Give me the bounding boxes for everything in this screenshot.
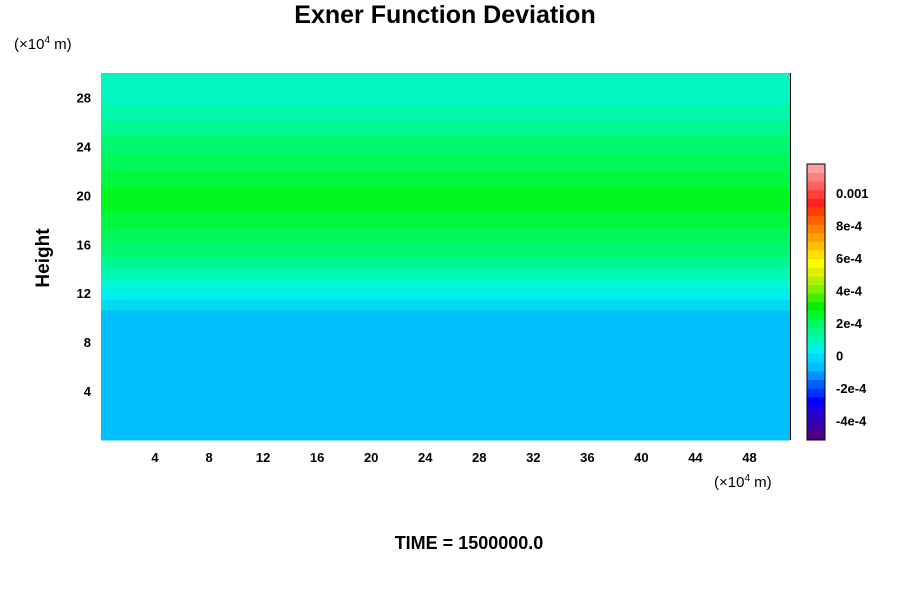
colorbar-label: 2e-4	[836, 316, 863, 331]
colorbar-swatch	[807, 310, 825, 320]
colorbar-swatch	[807, 414, 825, 424]
x-tick-label: 36	[580, 450, 594, 465]
colorbar-border	[806, 163, 826, 441]
colorbar-swatch	[807, 293, 825, 303]
colorbar-swatch	[807, 422, 825, 432]
contour-band	[101, 299, 790, 311]
colorbar-label: -2e-4	[836, 381, 867, 396]
colorbar-swatch	[807, 302, 825, 311]
contour-band	[101, 104, 790, 122]
y-tick-label: 4	[84, 384, 92, 399]
colorbar-swatch	[807, 250, 825, 260]
colorbar-swatch	[807, 396, 825, 406]
x-tick-label: 44	[688, 450, 703, 465]
contour-band	[101, 135, 790, 154]
contour-band	[101, 267, 790, 280]
y-tick-label: 8	[84, 335, 91, 350]
colorbar-swatch	[807, 241, 825, 251]
x-tick-label: 12	[256, 450, 270, 465]
colorbar-swatch	[807, 267, 825, 277]
colorbar-swatch	[807, 345, 825, 355]
colorbar-label: 0.001	[836, 186, 869, 201]
x-tick-label: 24	[418, 450, 433, 465]
colorbar-swatch	[807, 405, 825, 415]
y-axis-label: Height	[33, 228, 54, 288]
colorbar-swatch	[807, 336, 825, 346]
x-tick-label: 48	[742, 450, 756, 465]
colorbar-label: 4e-4	[836, 284, 863, 299]
colorbar-swatch	[807, 224, 825, 234]
colorbar-swatch	[807, 164, 825, 173]
plot-area	[101, 73, 791, 441]
contour-band	[101, 73, 790, 106]
contour-band	[101, 120, 790, 136]
colorbar-swatch	[807, 189, 825, 199]
x-axis-unit: (×104 m)	[714, 473, 772, 491]
colorbar-swatch	[807, 388, 825, 398]
x-tick-label: 4	[151, 450, 159, 465]
contour-band	[101, 228, 790, 244]
contour-band	[101, 310, 790, 441]
x-tick-label: 20	[364, 450, 378, 465]
chart-title: Exner Function Deviation	[294, 1, 595, 29]
y-tick-label: 20	[77, 188, 91, 203]
y-axis-unit: (×104 m)	[14, 35, 72, 53]
colorbar-swatch	[807, 371, 825, 380]
contour-band	[101, 185, 790, 213]
colorbar-labels: 0.001 8e-4 6e-4 4e-4 2e-4 0 -2e-4 -4e-4	[836, 186, 869, 428]
colorbar-swatch	[807, 362, 825, 372]
x-tick-label: 8	[205, 450, 212, 465]
contour-band	[101, 152, 790, 171]
y-tick-label: 28	[77, 90, 91, 105]
contour-band	[101, 289, 790, 300]
colorbar-swatch	[807, 353, 825, 363]
colorbar-swatch	[807, 258, 825, 268]
colorbar-swatch	[807, 207, 825, 217]
colorbar-label: 0	[836, 349, 843, 364]
colorbar-label: 8e-4	[836, 219, 863, 234]
colorbar-swatch	[807, 379, 825, 389]
colorbar	[806, 163, 826, 441]
contour-band	[101, 169, 790, 187]
colorbar-swatch	[807, 276, 825, 286]
x-tick-label: 40	[634, 450, 648, 465]
x-tick-label: 32	[526, 450, 540, 465]
time-label: TIME = 1500000.0	[395, 533, 544, 553]
x-tick-label: 28	[472, 450, 486, 465]
colorbar-swatch	[807, 181, 825, 191]
colorbar-label: -4e-4	[836, 414, 867, 429]
colorbar-swatch	[807, 198, 825, 208]
x-axis-ticks: 4 8 12 16 20 24 28 32 36 40 44 48	[151, 450, 756, 465]
contour-band	[101, 243, 790, 257]
contour-band	[101, 278, 790, 291]
colorbar-swatch	[807, 319, 825, 329]
colorbar-swatch	[807, 327, 825, 337]
y-axis-ticks: 4 8 12 16 20 24 28	[77, 90, 92, 399]
contour-band	[101, 212, 790, 229]
colorbar-swatch	[807, 284, 825, 294]
x-tick-label: 16	[310, 450, 324, 465]
colorbar-label: 6e-4	[836, 251, 863, 266]
colorbar-swatch	[807, 431, 825, 441]
y-tick-label: 16	[77, 237, 91, 252]
y-tick-label: 24	[77, 139, 92, 154]
colorbar-swatch	[807, 215, 825, 225]
y-tick-label: 12	[77, 286, 91, 301]
colorbar-swatch	[807, 233, 825, 242]
contour-band	[101, 256, 790, 269]
colorbar-swatch	[807, 172, 825, 182]
